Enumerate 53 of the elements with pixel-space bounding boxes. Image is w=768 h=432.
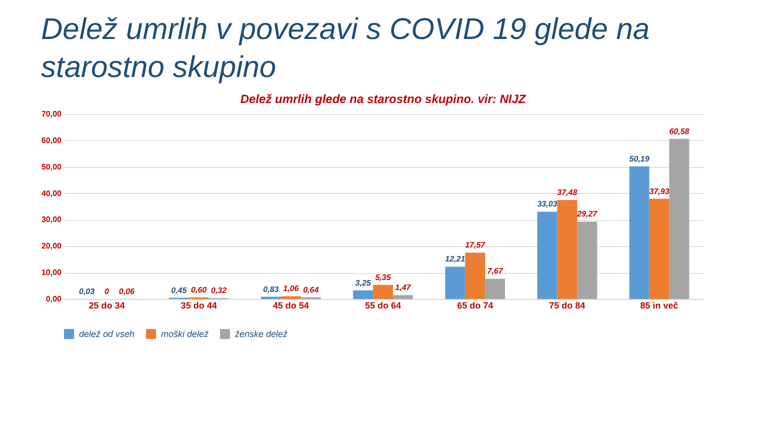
y-tick-label: 10,00 — [41, 268, 62, 278]
x-tick-label: 45 do 54 — [272, 300, 309, 310]
y-tick-label: 60,00 — [41, 136, 62, 145]
bar — [629, 166, 650, 299]
data-label: 0,03 — [79, 286, 96, 296]
data-label: 0,32 — [210, 286, 228, 296]
bar — [485, 278, 506, 299]
data-label: 0,83 — [263, 284, 280, 294]
chart-subtitle: Delež umrlih glede na starostno skupino. vir: NIJZ — [240, 92, 526, 106]
bar — [353, 290, 374, 299]
x-tick-label: 25 do 34 — [88, 300, 125, 310]
data-label: 0,64 — [303, 285, 320, 294]
y-tick-label: 40,00 — [41, 188, 62, 198]
bar — [373, 284, 393, 299]
bar — [392, 295, 413, 299]
data-label: 29,27 — [576, 210, 598, 219]
data-label: 0,45 — [171, 286, 188, 295]
bar — [537, 212, 558, 299]
data-label: 5,35 — [375, 272, 392, 282]
bar — [465, 252, 486, 299]
y-tick-label: 20,00 — [41, 242, 62, 251]
y-tick-label: 30,00 — [41, 215, 62, 224]
bar — [577, 222, 598, 299]
data-label: 50,19 — [629, 154, 650, 164]
data-label: 12,21 — [445, 254, 466, 264]
data-label: 37,93 — [649, 186, 670, 196]
x-tick-label: 65 do 74 — [457, 300, 494, 310]
data-label: 37,48 — [557, 188, 578, 197]
legend-label: delež od vseh — [79, 329, 135, 339]
chart-title: Delež umrlih v povezavi s COVID 19 glede na starostno skupino — [40, 13, 650, 84]
bar — [445, 266, 466, 299]
x-tick-label: 75 do 84 — [549, 300, 586, 310]
x-tick-label: 85 in več — [640, 300, 678, 310]
legend-label: moški delež — [161, 329, 210, 339]
x-tick-label: 55 do 64 — [364, 300, 402, 310]
y-tick-label: 50,00 — [41, 162, 62, 172]
x-tick-label: 35 do 44 — [180, 300, 217, 310]
bar — [649, 198, 670, 299]
bar — [669, 138, 690, 299]
data-label: 60,58 — [669, 126, 690, 136]
legend-label: ženske delež — [234, 329, 288, 339]
data-label: 3,25 — [355, 278, 372, 288]
data-label: 1,06 — [283, 284, 300, 294]
bar — [280, 296, 301, 299]
bar — [557, 200, 578, 299]
data-label: 0,06 — [118, 286, 136, 296]
data-label: 7,67 — [487, 266, 504, 276]
data-label: 0,60 — [191, 285, 208, 294]
y-tick-label: 0,00 — [46, 294, 62, 304]
data-label: 1,47 — [395, 283, 412, 292]
data-label: 0 — [104, 287, 110, 296]
y-tick-label: 70,00 — [41, 110, 62, 118]
data-label: 17,57 — [465, 240, 486, 250]
